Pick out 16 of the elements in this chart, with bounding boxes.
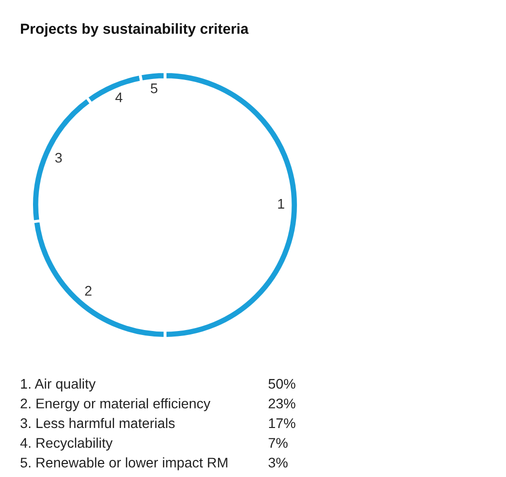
text: 2. Energy or material efficiency bbox=[20, 398, 210, 412]
text: 17% bbox=[269, 418, 296, 428]
text: 5. Renewable or lower impact RM bbox=[20, 457, 228, 470]
text: 4. Recyclability bbox=[20, 438, 113, 451]
slice-label: 1 bbox=[278, 199, 284, 209]
text: 7% bbox=[268, 438, 288, 448]
text: 3. Less harmful materials bbox=[20, 418, 175, 428]
text: 3% bbox=[268, 458, 288, 468]
slice-label: 4 bbox=[115, 92, 122, 102]
text: 23% bbox=[268, 398, 296, 408]
text: 1. Air quality bbox=[21, 378, 96, 392]
text: 50% bbox=[268, 378, 296, 389]
slice-label: 3 bbox=[55, 152, 62, 163]
slice-label: 5 bbox=[150, 84, 158, 94]
slice-label: 2 bbox=[85, 286, 92, 296]
chart-title: Projects by sustainability criteria bbox=[20, 23, 249, 37]
